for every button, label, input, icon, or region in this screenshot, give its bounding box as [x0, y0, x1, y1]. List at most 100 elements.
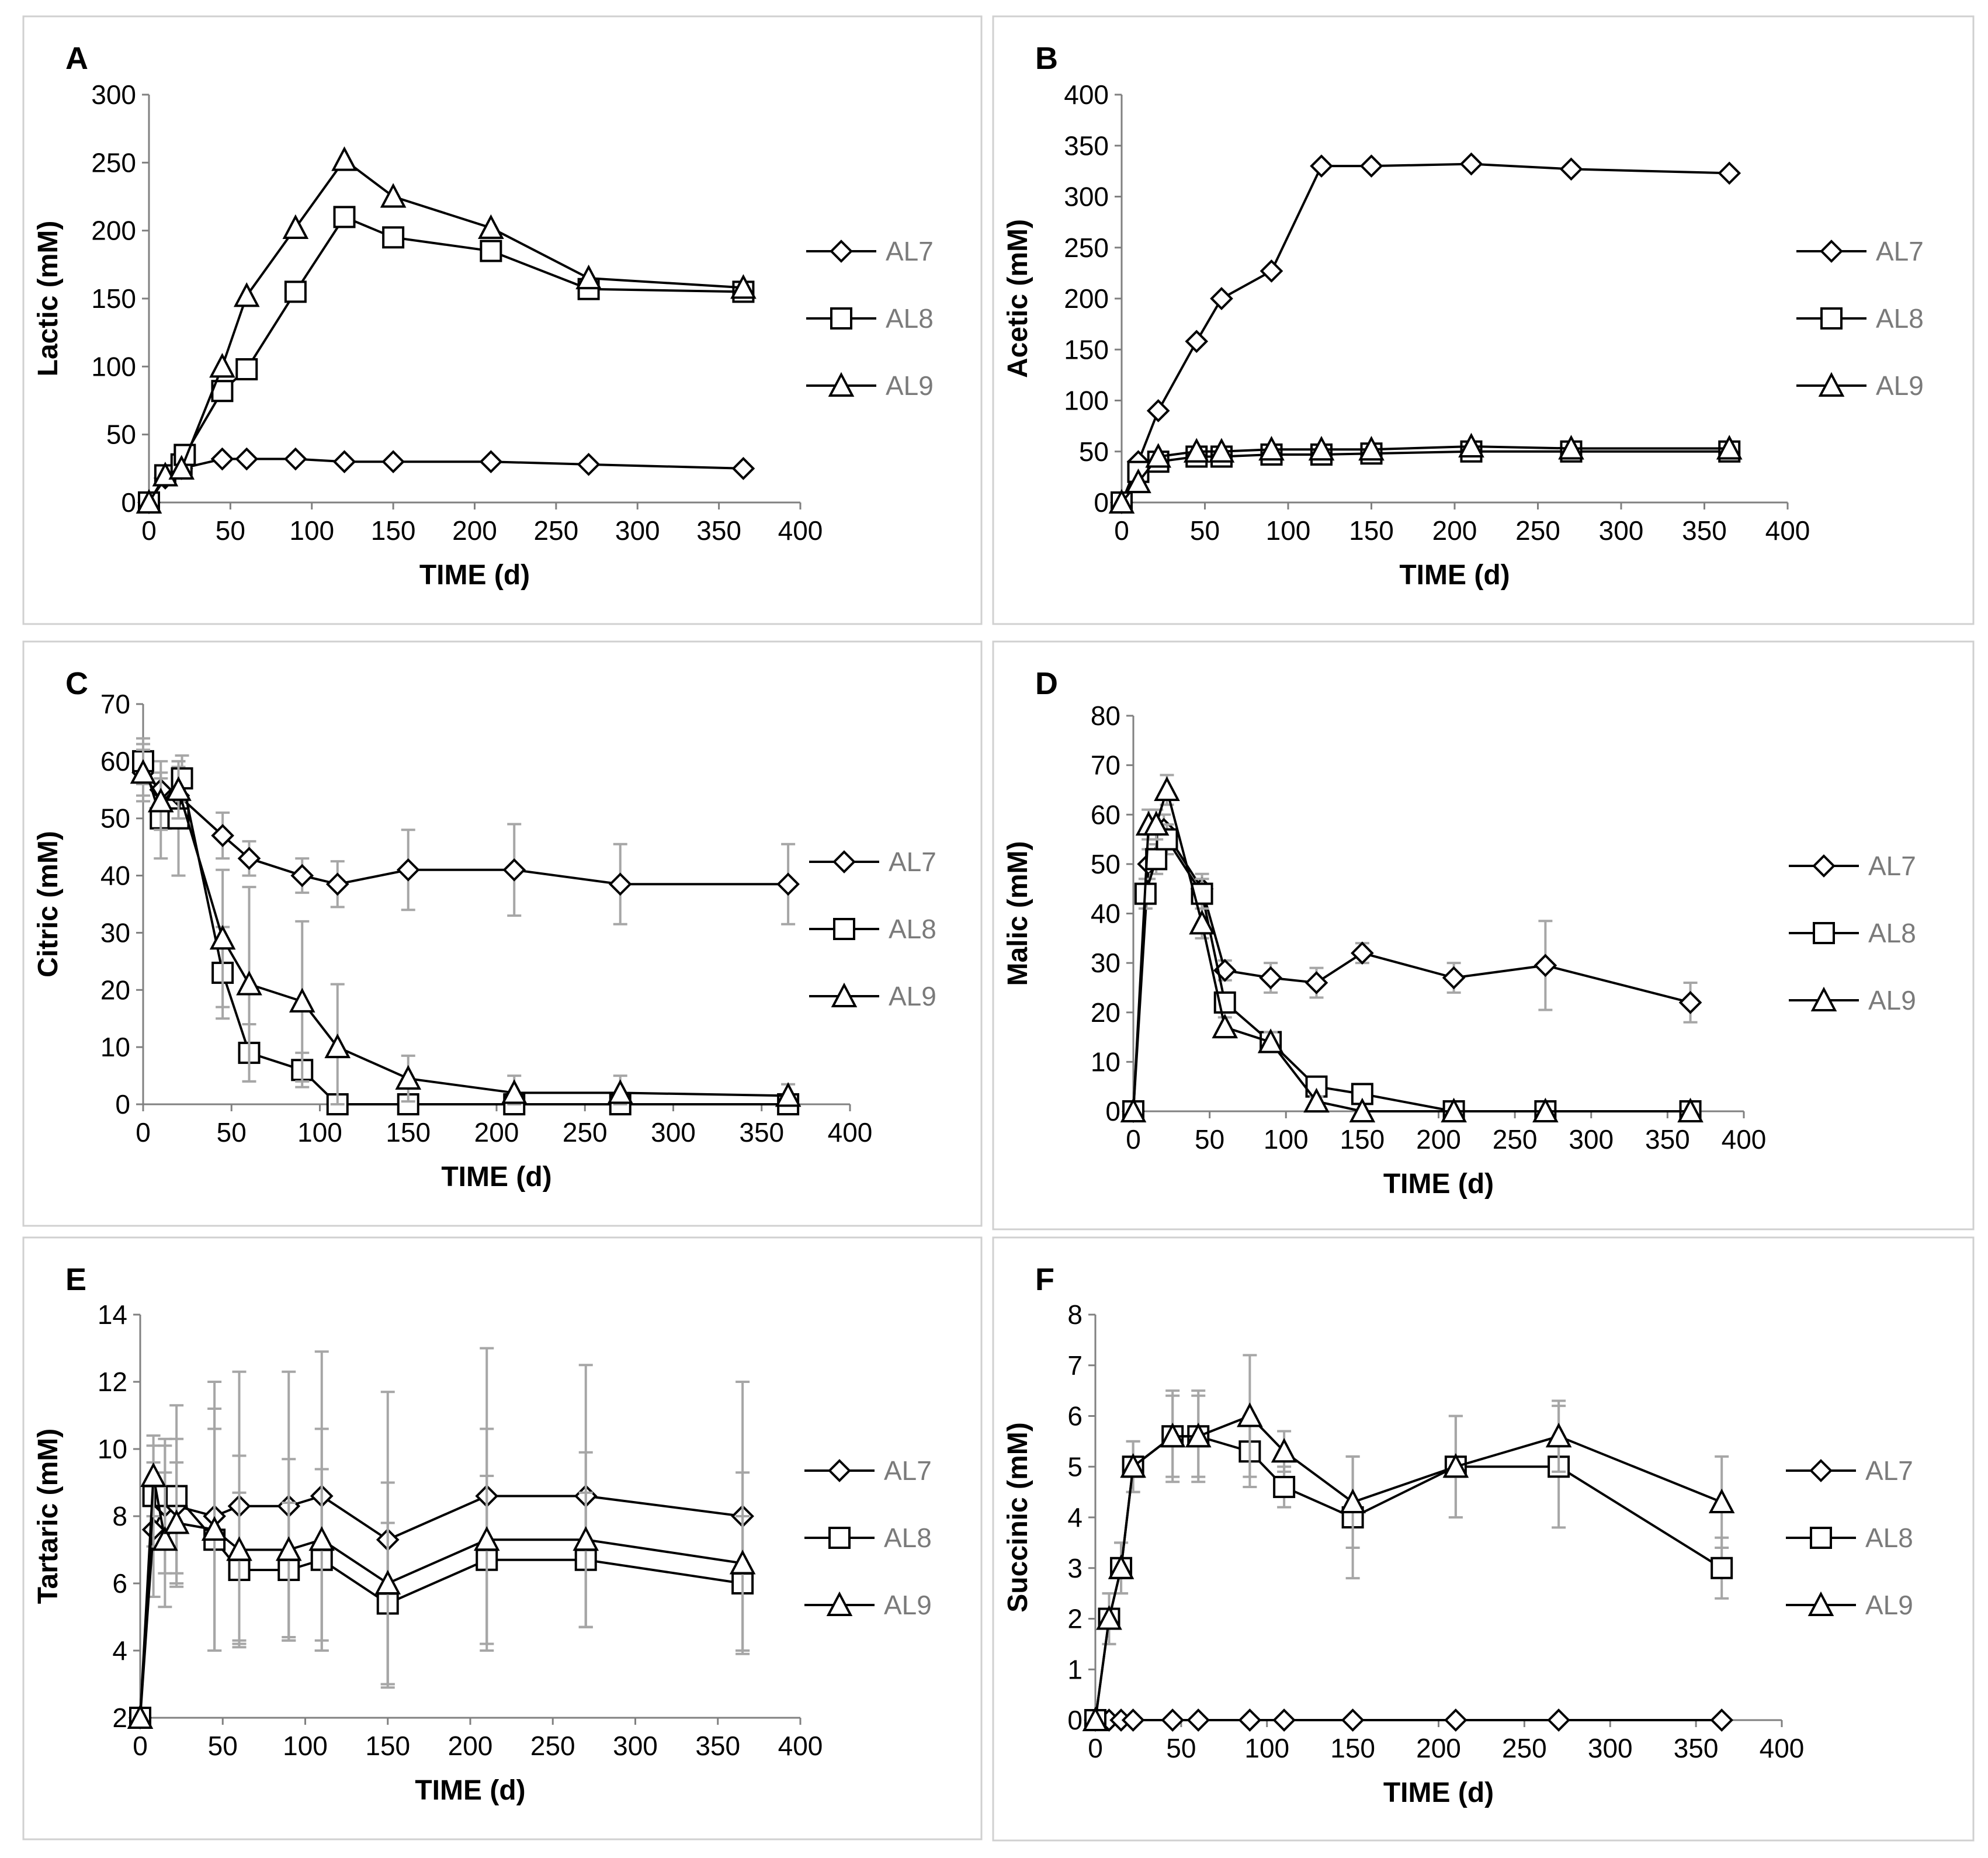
panel-d-legend-label: AL8: [1868, 918, 1916, 948]
panel-d-legend-marker: [1810, 986, 1837, 1011]
panel-e-series-al9-line: [139, 1475, 743, 1718]
panel-c-series-al9-point: [289, 987, 315, 1013]
panel-d-series-al7-point: [1678, 990, 1702, 1014]
panel-d-x-tick-label: 300: [1569, 1124, 1614, 1155]
panel-b-x-tick-label: 50: [1190, 515, 1220, 546]
panel-c-y-tick-label: 40: [100, 861, 130, 891]
panel-b-x-axis-title: TIME (d): [1399, 560, 1510, 591]
panel-e-series-al9-point: [163, 1509, 190, 1534]
panel-d-x-tick-label: 100: [1264, 1124, 1309, 1155]
panel-e-x-axis-title: TIME (d): [415, 1775, 525, 1806]
panel-a-series-al7-point: [332, 450, 356, 474]
panel-a-series-al9-point: [478, 214, 504, 240]
panel-f-y-tick-label: 4: [1067, 1502, 1083, 1533]
panel-a-x-tick-label: 400: [778, 515, 823, 546]
panel-f-series-al9-point: [1159, 1422, 1186, 1448]
panel-f-series-al9-point: [1120, 1453, 1146, 1478]
panel-e-x-tick-label: 300: [613, 1731, 658, 1761]
panel-c-y-tick-label: 60: [100, 746, 130, 777]
panel-c-y-axis-title: Citric (mM): [33, 831, 64, 977]
panel-b-legend-al7: AL7: [1796, 236, 1924, 266]
panel-f-y-axis-title: Succinic (mM): [1002, 1422, 1033, 1612]
panel-a-series-al9-point: [136, 488, 162, 514]
panel-a-frame: [22, 15, 983, 625]
panel-a-series-al8-point: [480, 240, 502, 262]
panel-f-legend-marker: [1807, 1591, 1834, 1616]
panel-c-series-al7-point: [211, 824, 234, 847]
panel-f-series-al9-point: [1708, 1488, 1735, 1513]
panel-a-x-tick-label: 300: [615, 515, 660, 546]
panel-f-x-tick-label: 50: [1166, 1733, 1196, 1763]
panel-f-legend-marker: [1809, 1459, 1833, 1482]
panel-d-series-al7-point: [1259, 966, 1282, 990]
panel-d-legend-label: AL9: [1868, 985, 1916, 1015]
panel-f-x-tick-label: 250: [1502, 1733, 1547, 1763]
panel-a-series-al9-point: [575, 264, 602, 290]
panel-f-legend-label: AL9: [1865, 1590, 1913, 1620]
panel-d-legend-al7: AL7: [1789, 851, 1916, 881]
panel-e-series-al9-point: [473, 1526, 500, 1551]
panel-e-legend-marker: [828, 1459, 851, 1482]
panel-e-x-tick-label: 350: [695, 1731, 740, 1761]
panel-d-series-al9-point: [1189, 910, 1215, 935]
panel-c-legend-al9: AL9: [809, 981, 936, 1011]
panel-b-series-al7-point: [1559, 157, 1583, 181]
panel-f-series-al7-point: [1341, 1708, 1365, 1732]
panel-c: 0 10 20 30 40 50 60 70 0 50 100 150 200 250 300 350 400 T…: [22, 640, 983, 1227]
panel-e-series-al9-point: [152, 1526, 178, 1551]
panel-b-legend-marker: [1820, 307, 1843, 330]
panel-f-y-tick-label: 1: [1067, 1654, 1083, 1684]
panel-b-y-tick-label: 400: [1064, 79, 1109, 110]
panel-d-legend-al9: AL9: [1789, 985, 1916, 1015]
panel-f-series-al8-point: [1273, 1475, 1296, 1498]
panel-b-series-al7-point: [1359, 154, 1383, 178]
panel-d-series-al9-point: [1154, 776, 1180, 801]
panel-e-legend-al8: AL8: [804, 1523, 932, 1553]
panel-b-x-tick-label: 100: [1266, 515, 1311, 546]
panel-c-series-al9-point: [501, 1079, 528, 1104]
panel-a-x-tick-label: 0: [141, 515, 157, 546]
panel-c-legend-label: AL7: [889, 847, 936, 877]
panel-d-x-tick-label: 400: [1722, 1124, 1767, 1155]
panel-c-x-tick-label: 100: [297, 1117, 342, 1148]
panel-c-y-tick-label: 10: [100, 1032, 130, 1062]
panel-a-series-al9-point: [152, 462, 179, 487]
panel-c-series-al9-point: [130, 759, 157, 784]
panel-c-legend-label: AL8: [889, 914, 936, 944]
panel-b-y-tick-label: 150: [1064, 334, 1109, 365]
panel-e-y-tick-label: 6: [112, 1568, 127, 1599]
panel-a-series-al7-point: [479, 450, 503, 474]
panel-d-series-al7-point: [1351, 941, 1374, 965]
panel-b-y-axis-title: Acetic (mM): [1002, 219, 1033, 378]
panel-a-y-tick-label: 250: [91, 147, 136, 178]
panel-a-x-axis-title: TIME (d): [419, 560, 530, 591]
panel-e: 2 4 6 8 10 12 14 0 50 100 150 200 250 300 350 400 TIME (…: [22, 1236, 983, 1840]
panel-c-y-tick-label: 70: [100, 689, 130, 719]
panel-d-letter: D: [1035, 666, 1058, 701]
panel-a-x-tick-label: 250: [534, 515, 579, 546]
panel-e-series-al9: [127, 1408, 756, 1729]
panel-b-y-tick-label: 200: [1064, 283, 1109, 314]
panel-f-series-al9-point: [1237, 1402, 1263, 1427]
panel-f-legend-al7: AL7: [1786, 1455, 1913, 1486]
panel-b-series-al9-point: [1258, 435, 1285, 461]
panel-a-x-tick-label: 50: [216, 515, 245, 546]
panel-e-x-tick-label: 400: [778, 1731, 823, 1761]
panel-c-legend-marker: [831, 982, 858, 1007]
panel-b-legend-label: AL9: [1876, 370, 1924, 401]
panel-a-y-tick-label: 100: [91, 351, 136, 382]
panel-b-series-al7-point: [1260, 259, 1283, 283]
panel-b-series-al9: [1108, 432, 1743, 514]
panel-a-y-tick-label: 0: [121, 487, 136, 518]
panel-a-y-tick-label: 50: [106, 420, 136, 450]
panel-b: 0 50 100 150 200 250 300 350 400 0 50 100 150 200 250 3…: [992, 15, 1975, 625]
panel-f-legend-al8: AL8: [1786, 1523, 1913, 1553]
panel-c-legend-label: AL9: [889, 981, 936, 1011]
panel-f-x-tick-label: 400: [1760, 1733, 1805, 1763]
panel-a-y-tick-label: 150: [91, 283, 136, 314]
panel-b-series-al7-point: [1146, 399, 1170, 422]
panel-f-legend-al9: AL9: [1786, 1590, 1913, 1620]
panel-d-y-tick-label: 70: [1091, 750, 1120, 781]
panel-a-y-tick-label: 200: [91, 216, 136, 246]
panel-b-x-tick-label: 0: [1114, 515, 1129, 546]
